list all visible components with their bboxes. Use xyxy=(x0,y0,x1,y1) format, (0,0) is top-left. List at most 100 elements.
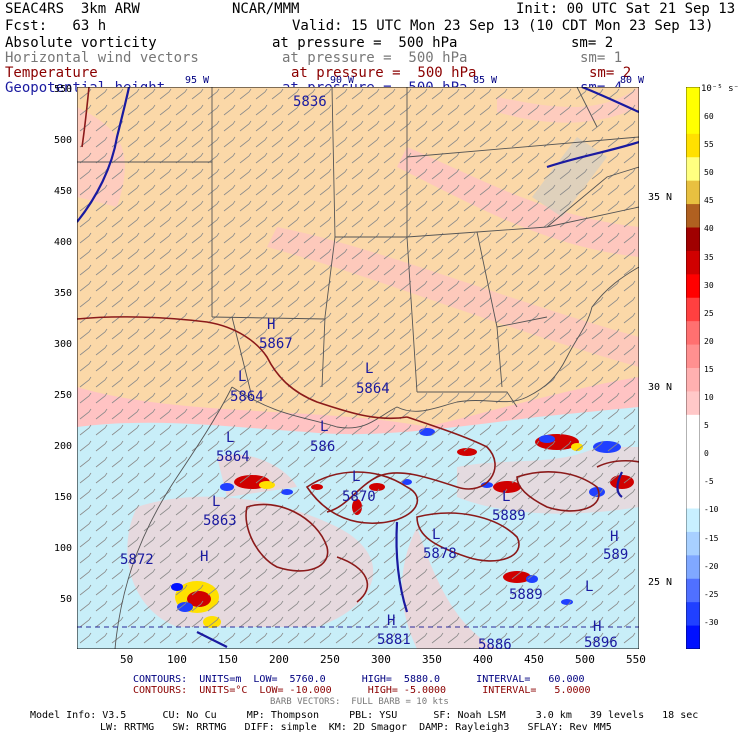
colorbar-label: -20 xyxy=(704,561,719,571)
x-tick-label: 550 xyxy=(626,653,646,666)
colorbar-swatch xyxy=(686,321,700,346)
height-value-label: 5870 xyxy=(342,489,376,505)
y-tick-label: 150 xyxy=(53,492,72,503)
low-marker: L xyxy=(432,527,441,543)
colorbar-swatch xyxy=(686,625,700,649)
colorbar-label: 45 xyxy=(704,196,714,206)
height-value-label: 5886 xyxy=(478,637,512,653)
height-contours xyxy=(77,87,639,648)
colorbar-label: 30 xyxy=(704,280,714,290)
colorbar-swatch xyxy=(686,368,700,392)
colorbar-label: 5 xyxy=(704,421,709,431)
wind-barbs xyxy=(77,87,639,649)
colorbar-swatch xyxy=(686,602,700,627)
colorbar-label: 20 xyxy=(704,336,714,346)
x-tick-label: 200 xyxy=(269,653,289,666)
weather-map xyxy=(77,87,639,649)
colorbar-swatch xyxy=(686,204,700,228)
x-tick-label: 250 xyxy=(320,653,340,666)
y-tick-label: 250 xyxy=(53,390,72,401)
field-sm-wind: sm= 1 xyxy=(580,50,623,66)
colorbar-swatch xyxy=(686,297,700,322)
y-tick-label: 450 xyxy=(53,186,72,197)
height-value-label: 5864 xyxy=(230,389,264,405)
colorbar-swatch xyxy=(686,110,700,135)
height-value-label: 586 xyxy=(310,439,336,455)
height-value-label: 5878 xyxy=(423,546,457,562)
x-tick-label: 150 xyxy=(218,653,238,666)
latitude-label: 25 N xyxy=(648,577,673,588)
model-info-line-2: LW: RRTMG SW: RRTMG DIFF: simple KM: 2D … xyxy=(100,722,612,733)
colorbar-label: 25 xyxy=(704,308,714,318)
y-tick-label: 100 xyxy=(53,543,72,554)
colorbar-label: 10 xyxy=(704,393,714,402)
colorbar-swatch xyxy=(686,461,700,486)
low-marker: L xyxy=(212,494,221,510)
y-tick-label: 550 xyxy=(53,84,72,95)
x-tick-label: 400 xyxy=(473,653,493,666)
contour-info-temperature: CONTOURS: UNITS=°C LOW= -10.000 HIGH= -5… xyxy=(133,685,591,696)
colorbar-label: 50 xyxy=(704,168,714,178)
high-marker: H xyxy=(200,549,209,565)
field-name-vorticity: Absolute vorticity xyxy=(5,35,157,51)
low-marker: L xyxy=(585,579,594,595)
x-tick-label: 450 xyxy=(524,653,544,666)
field-pressure-vorticity: at pressure = 500 hPa xyxy=(272,35,458,51)
colorbar-label: -15 xyxy=(704,533,719,543)
colorbar-swatch xyxy=(686,485,700,509)
height-value-label: 5896 xyxy=(584,635,618,651)
x-tick-label: 500 xyxy=(575,653,595,666)
x-tick-label: 100 xyxy=(167,653,187,666)
model-info-line-1: Model Info: V3.5 CU: No Cu MP: Thompson … xyxy=(30,710,699,721)
height-value-label: 5881 xyxy=(377,632,411,648)
longitude-label: 90 W xyxy=(330,75,355,86)
forecast-hour: Fcst: 63 h xyxy=(5,18,107,34)
colorbar-label: 55 xyxy=(704,140,714,150)
colorbar-label: 15 xyxy=(704,364,714,374)
y-tick-label: 300 xyxy=(53,339,72,350)
latitude-label: 35 N xyxy=(648,192,673,203)
colorbar-swatch xyxy=(686,438,700,463)
colorbar xyxy=(686,87,700,649)
colorbar-swatch xyxy=(686,87,700,111)
colorbar-swatch xyxy=(686,344,700,369)
colorbar-label: -10 xyxy=(704,505,719,515)
contour-info-height: CONTOURS: UNITS=m LOW= 5760.0 HIGH= 5880… xyxy=(133,674,585,685)
x-tick-label: 300 xyxy=(371,653,391,666)
latitude-label: 30 N xyxy=(648,382,673,393)
colorbar-swatch xyxy=(686,274,700,299)
height-value-label: 5889 xyxy=(509,587,543,603)
y-tick-label: 50 xyxy=(59,594,72,605)
colorbar-swatch xyxy=(686,578,700,603)
height-value-label: 5836 xyxy=(293,94,327,110)
height-value-label: 5863 xyxy=(203,513,237,529)
colorbar-swatch xyxy=(686,508,700,533)
field-pressure-wind: at pressure = 500 hPa xyxy=(282,50,468,66)
colorbar-label: 40 xyxy=(704,224,714,234)
low-marker: L xyxy=(502,489,511,505)
high-marker: H xyxy=(267,317,276,333)
colorbar-label: -25 xyxy=(704,589,719,599)
high-marker: H xyxy=(593,619,602,635)
field-sm-temperature: sm= 2 xyxy=(589,65,632,81)
x-tick-label: 50 xyxy=(120,653,134,666)
colorbar-swatch xyxy=(686,414,700,439)
low-marker: L xyxy=(365,361,374,377)
y-tick-label: 400 xyxy=(53,237,72,248)
state-boundaries xyxy=(77,87,639,408)
model-title: SEAC4RS 3km ARW xyxy=(5,1,140,17)
org-title: NCAR/MMM xyxy=(232,1,300,17)
colorbar-swatch xyxy=(686,555,700,580)
colorbar-label: -5 xyxy=(704,477,714,487)
barb-info: BARB VECTORS: FULL BARB = 10 kts xyxy=(270,697,449,707)
colorbar-label: 35 xyxy=(704,252,714,262)
field-sm-vorticity: sm= 2 xyxy=(571,35,614,51)
colorbar-unit: 10⁻⁵ s⁻¹ xyxy=(701,84,740,94)
colorbar-swatch xyxy=(686,250,700,275)
low-marker: L xyxy=(320,419,329,435)
low-marker: L xyxy=(238,369,247,385)
low-marker: L xyxy=(226,430,235,446)
y-tick-label: 200 xyxy=(53,441,72,452)
x-tick-label: 350 xyxy=(422,653,442,666)
height-value-label: 5864 xyxy=(216,449,250,465)
